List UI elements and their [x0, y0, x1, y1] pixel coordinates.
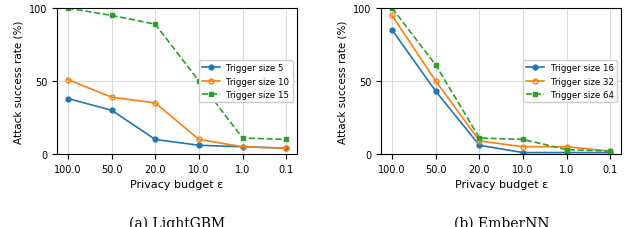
Trigger size 32 [607, 150, 614, 153]
Trigger size 10 [283, 147, 290, 150]
Trigger size 16 [388, 30, 396, 32]
Trigger size 32 [476, 140, 483, 143]
Trigger size 16 [476, 144, 483, 147]
Text: (a) LightGBM: (a) LightGBM [129, 215, 225, 227]
Line: Trigger size 15: Trigger size 15 [65, 7, 288, 142]
Trigger size 15 [195, 80, 203, 83]
Trigger size 64 [519, 138, 527, 141]
Trigger size 16 [519, 152, 527, 154]
Trigger size 64 [476, 137, 483, 140]
Y-axis label: Attack success rate (%): Attack success rate (%) [13, 20, 23, 143]
Trigger size 16 [563, 152, 571, 154]
Legend: Trigger size 5, Trigger size 10, Trigger size 15: Trigger size 5, Trigger size 10, Trigger… [199, 61, 293, 103]
Trigger size 10 [152, 102, 159, 105]
Trigger size 5 [195, 144, 203, 147]
Line: Trigger size 64: Trigger size 64 [390, 7, 613, 154]
X-axis label: Privacy budget ε: Privacy budget ε [131, 180, 224, 190]
Trigger size 5 [239, 146, 247, 148]
Legend: Trigger size 16, Trigger size 32, Trigger size 64: Trigger size 16, Trigger size 32, Trigge… [523, 61, 617, 103]
Y-axis label: Attack success rate (%): Attack success rate (%) [337, 20, 347, 143]
Trigger size 10 [108, 96, 115, 99]
Trigger size 64 [563, 149, 571, 151]
Line: Trigger size 10: Trigger size 10 [65, 78, 288, 151]
Trigger size 64 [432, 64, 439, 67]
Trigger size 32 [432, 80, 439, 83]
Trigger size 16 [607, 152, 614, 154]
Trigger size 32 [563, 146, 571, 148]
Trigger size 5 [64, 98, 72, 101]
Trigger size 15 [108, 15, 115, 18]
Trigger size 10 [195, 138, 203, 141]
X-axis label: Privacy budget ε: Privacy budget ε [455, 180, 548, 190]
Trigger size 15 [239, 137, 247, 140]
Trigger size 5 [152, 138, 159, 141]
Trigger size 16 [432, 91, 439, 93]
Trigger size 32 [388, 15, 396, 18]
Trigger size 15 [152, 24, 159, 26]
Text: (b) EmberNN: (b) EmberNN [453, 215, 549, 227]
Line: Trigger size 5: Trigger size 5 [65, 97, 288, 151]
Trigger size 15 [64, 8, 72, 10]
Trigger size 32 [519, 146, 527, 148]
Trigger size 64 [607, 150, 614, 153]
Line: Trigger size 32: Trigger size 32 [390, 14, 613, 154]
Trigger size 5 [283, 147, 290, 150]
Trigger size 10 [64, 79, 72, 82]
Trigger size 64 [388, 8, 396, 10]
Trigger size 10 [239, 146, 247, 148]
Trigger size 15 [283, 138, 290, 141]
Line: Trigger size 16: Trigger size 16 [390, 28, 613, 155]
Trigger size 5 [108, 109, 115, 112]
